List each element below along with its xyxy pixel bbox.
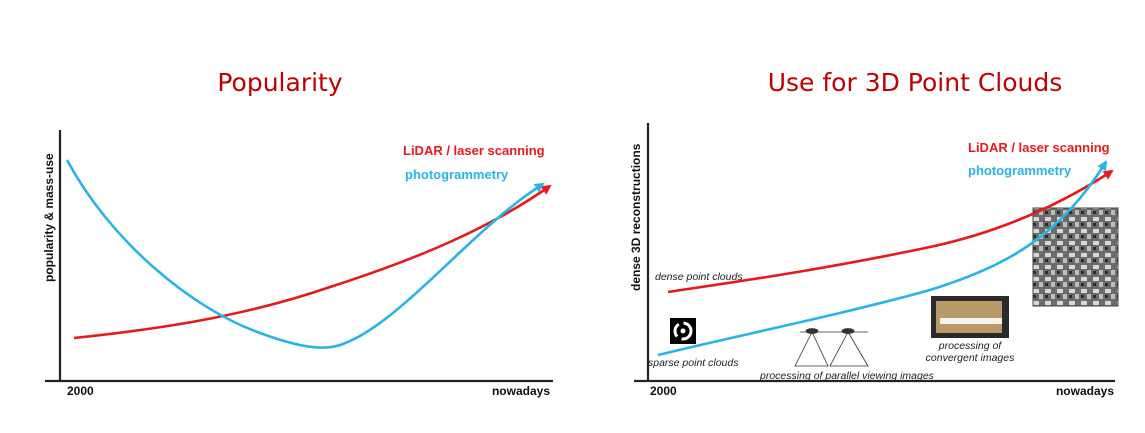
chart-title-point-clouds: Use for 3D Point Clouds [767, 68, 1063, 97]
chart-popularity: 2000 nowadays popularity & mass-use LiDA… [42, 130, 553, 398]
parallel-cameras-diagram [794, 328, 869, 367]
legend-label-lidar: LiDAR / laser scanning [403, 143, 545, 158]
series-line-lidar [73, 184, 552, 340]
annotation-dense-point-clouds: dense point clouds [655, 271, 743, 283]
annotation-convergent-line1: processing of [938, 340, 1003, 352]
annotation-sparse-point-clouds: sparse point clouds [648, 357, 739, 369]
y-axis-label: popularity & mass-use [42, 153, 56, 282]
x-tick-label: 2000 [67, 384, 94, 398]
annotation-parallel-viewing: processing of parallel viewing images [759, 370, 935, 382]
convergent-images-photo [931, 296, 1009, 338]
y-axis-label: dense 3D reconstructions [629, 143, 643, 291]
series-line-photogrammetry [65, 159, 545, 349]
chart-point-clouds: 2000 nowadays dense 3D reconstructions [629, 123, 1119, 398]
legend-label-lidar: LiDAR / laser scanning [968, 140, 1110, 155]
x-tick-label: 2000 [650, 384, 677, 398]
chart-title-popularity: Popularity [217, 68, 343, 97]
x-tick-label: nowadays [492, 384, 550, 398]
series-line-photogrammetry [657, 160, 1108, 357]
annotation-convergent-line2: convergent images [926, 352, 1015, 364]
city-model-image [1032, 207, 1119, 307]
target-marker-icon [670, 318, 696, 344]
legend-label-photogrammetry: photogrammetry [405, 167, 509, 182]
legend-label-photogrammetry: photogrammetry [968, 163, 1072, 178]
series-line-lidar [667, 169, 1114, 294]
x-tick-label: nowadays [1056, 384, 1114, 398]
